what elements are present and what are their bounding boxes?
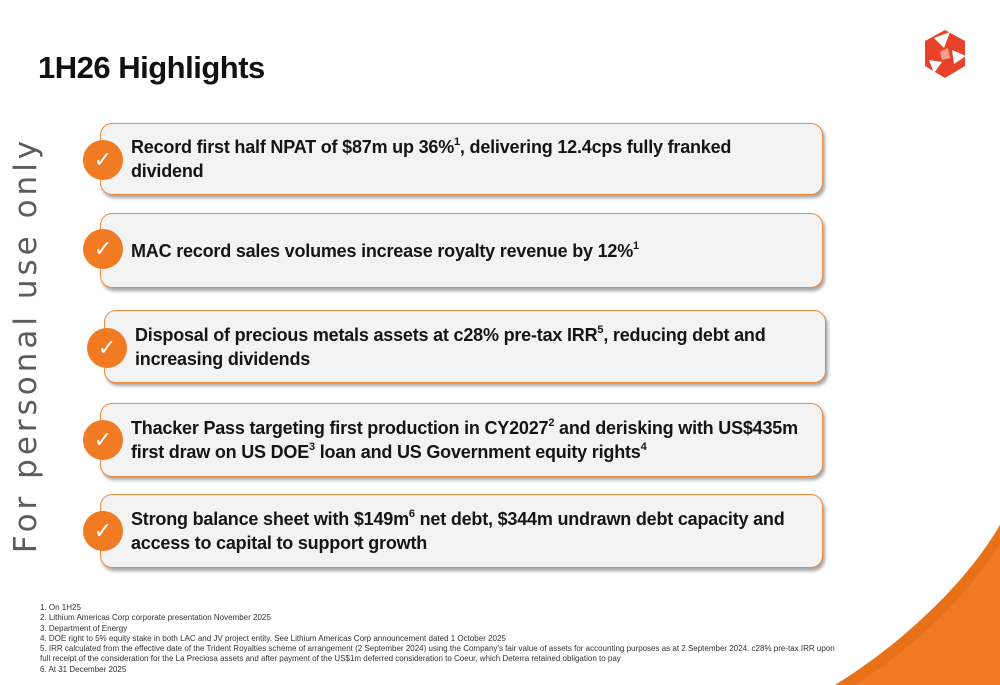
check-icon: ✓ xyxy=(87,328,127,368)
check-icon: ✓ xyxy=(83,511,123,551)
highlight-text-1: Record first half NPAT of $87m up 36%1, … xyxy=(131,136,732,182)
personal-use-watermark: For personal use only xyxy=(8,136,44,554)
check-icon: ✓ xyxy=(83,140,123,180)
footnote-1: 1. On 1H25 xyxy=(40,603,81,612)
footnote-3: 3. Department of Energy xyxy=(40,623,128,633)
company-logo xyxy=(925,30,966,78)
footnote-2: 2. Lithium Americas Corp corporate prese… xyxy=(40,613,271,623)
page-title: 1H26 Highlights xyxy=(38,50,265,85)
highlight-text-3: Disposal of precious metals assets at c2… xyxy=(135,323,766,369)
highlight-card-4: Thacker Pass targeting first production … xyxy=(100,403,823,477)
highlight-card-1: Record first half NPAT of $87m up 36%1, … xyxy=(100,123,823,195)
highlight-text-5: Strong balance sheet with $149m6 net deb… xyxy=(131,508,785,554)
footnote-6: 6. At 31 December 2025 xyxy=(40,664,127,674)
check-icon: ✓ xyxy=(83,420,123,460)
highlight-card-2: MAC record sales volumes increase royalt… xyxy=(100,213,823,288)
highlight-card-3: Disposal of precious metals assets at c2… xyxy=(104,310,826,383)
check-icon: ✓ xyxy=(83,229,123,269)
highlight-card-5: Strong balance sheet with $149m6 net deb… xyxy=(100,494,823,568)
highlight-text-2: MAC record sales volumes increase royalt… xyxy=(131,239,639,261)
corner-decoration xyxy=(835,525,1000,685)
highlight-text-4: Thacker Pass targeting first production … xyxy=(131,417,798,463)
footnote-5: 5. IRR calculated from the effective dat… xyxy=(40,644,835,664)
footnotes: 1. On 1H25 2. Lithium Americas Corp corp… xyxy=(40,603,840,675)
footnote-4: 4. DOE right to 5% equity stake in both … xyxy=(40,633,506,643)
